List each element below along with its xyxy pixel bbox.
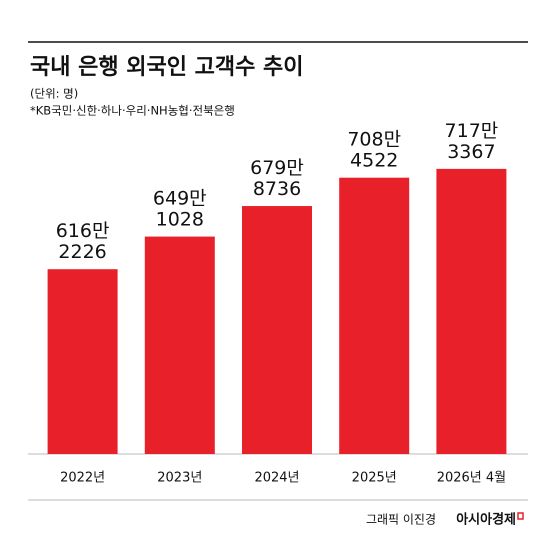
x-tick-label: 2022년 — [60, 471, 105, 486]
publisher: 아시아경제 — [456, 512, 516, 528]
credit: 그래픽 이진경 — [366, 513, 436, 527]
value-label: 616만 2226 — [56, 220, 110, 263]
value-label: 649만 1028 — [153, 187, 207, 230]
chart-title: 국내 은행 외국인 고객수 추이 — [30, 55, 304, 80]
bar — [47, 269, 118, 454]
x-tick-label: 2025년 — [352, 471, 397, 486]
value-label: 717만 3367 — [445, 119, 499, 162]
logo-mark — [517, 512, 524, 520]
x-tick-label: 2023년 — [157, 471, 202, 486]
bar — [242, 206, 312, 454]
x-tick-label: 2024년 — [254, 471, 299, 486]
value-label: 679만 8736 — [250, 157, 304, 200]
chart-subtitle: (단위: 명) — [30, 87, 78, 101]
bar — [144, 236, 215, 454]
x-tick-label: 2026년 4월 — [437, 471, 506, 486]
bar — [339, 177, 410, 454]
chart-note: *KB국민·신한·하나·우리·NH농협·전북은행 — [30, 104, 235, 118]
bar — [436, 168, 507, 454]
value-label: 708만 4522 — [347, 128, 401, 171]
